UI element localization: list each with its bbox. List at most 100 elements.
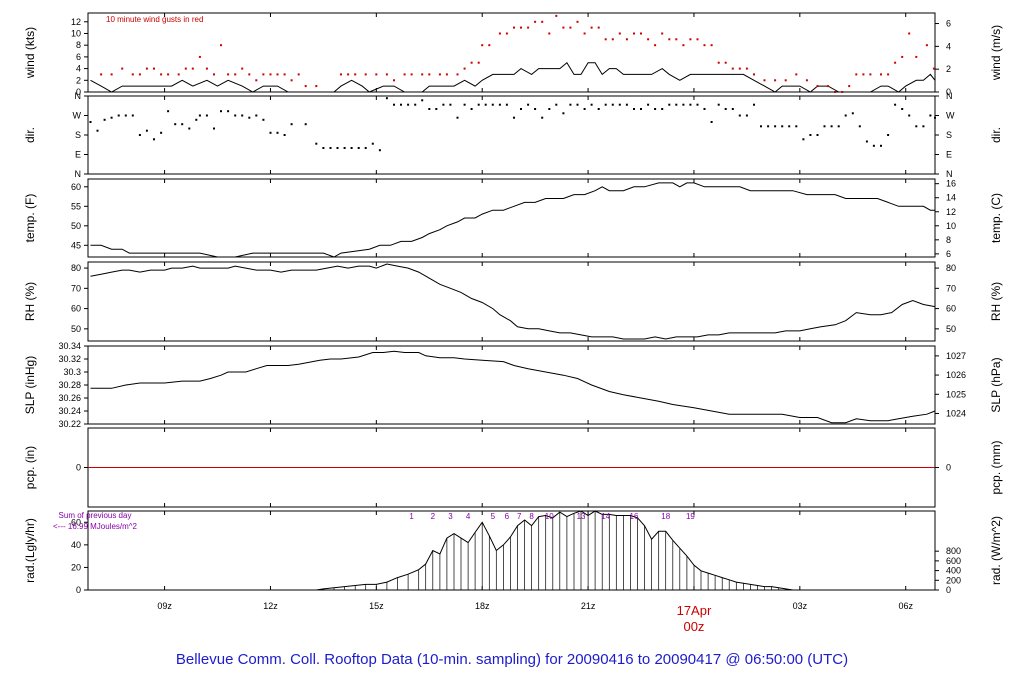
dir-data-point [241, 114, 244, 117]
dir-data-point [872, 144, 875, 147]
dir-data-point [283, 134, 286, 136]
slp-ylabel-right: SLP (hPa) [989, 357, 1003, 412]
wind-right-tick-label: 2 [946, 64, 951, 74]
dir-data-point [576, 103, 579, 106]
wind-data-point [640, 32, 642, 35]
dir-data-point [269, 131, 272, 134]
rad-right-tick-label: 400 [946, 566, 961, 576]
wind-data-point [481, 44, 484, 47]
temp-left-tick-label: 50 [71, 221, 81, 231]
wind-data-point [908, 32, 911, 35]
dir-data-point [442, 103, 445, 106]
dir-data-point [548, 108, 551, 110]
wind-data-point [576, 20, 579, 23]
wind-data-point [385, 73, 388, 76]
wind-data-point [498, 32, 501, 35]
wind-data-point [668, 38, 671, 41]
dir-right-tick-label: W [946, 111, 955, 121]
time-tick-label: 18z [475, 601, 490, 611]
dir-data-point [894, 103, 897, 106]
dir-data-point [205, 114, 208, 117]
dir-data-point [534, 108, 537, 110]
wind-data-point [421, 73, 424, 76]
dir-data-point [583, 108, 586, 110]
rad-panel-frame [87, 510, 936, 591]
dir-data-point [738, 114, 741, 117]
dir-ylabel-right: dir. [989, 127, 1003, 143]
rh-ylabel-right: RH (%) [989, 282, 1003, 321]
wind-annotation: 10 minute wind gusts in red [106, 15, 203, 24]
pcp-right-tick-label: 0 [946, 463, 951, 473]
wind-data-point [932, 67, 935, 70]
dir-data-point [823, 125, 826, 128]
dir-right-tick-label: E [946, 150, 952, 160]
slp-left-tick-label: 30.3 [63, 367, 81, 377]
wind-data-point [555, 14, 558, 17]
dir-data-point [745, 114, 748, 117]
wind-data-point [470, 61, 473, 64]
rad-hour-marker: 5 [491, 512, 496, 521]
rh-panel-frame [87, 261, 936, 342]
dir-data-point [160, 131, 163, 134]
temp-right-tick-label: 12 [946, 207, 956, 217]
wind-data-point [364, 73, 367, 76]
dir-panel-frame [87, 95, 936, 175]
rad-left-tick-label: 40 [71, 540, 81, 550]
dir-data-point [781, 125, 784, 128]
dir-data-point [304, 123, 307, 126]
dir-left-tick-label: E [75, 150, 81, 160]
wind-data-point [138, 73, 141, 76]
rad-left-tick-label: 0 [76, 585, 81, 595]
dir-data-point [138, 134, 141, 136]
pcp-ylabel-left: pcp. (in) [23, 446, 37, 489]
dir-data-point [491, 103, 494, 106]
dir-data-point [484, 103, 487, 106]
wind-data-point [100, 73, 103, 76]
rad-hour-marker: 7 [517, 512, 522, 521]
rh-left-tick-label: 50 [71, 324, 81, 334]
rad-annotation-1: Sum of previous day [59, 511, 132, 520]
dir-data-point [385, 97, 388, 100]
dir-data-point [844, 114, 847, 117]
wind-left-tick-label: 4 [76, 64, 81, 74]
wind-data-point [654, 44, 657, 47]
dir-data-point [717, 103, 720, 106]
slp-right-tick-label: 1026 [946, 370, 966, 380]
rad-left-tick-label: 60 [71, 517, 81, 527]
dir-data-point [505, 103, 508, 106]
dir-data-point [350, 147, 353, 149]
rad-left-tick-label: 20 [71, 562, 81, 572]
rad-hour-marker: 8 [529, 512, 534, 521]
dir-data-point [435, 108, 438, 110]
dir-left-tick-label: S [75, 130, 81, 140]
dir-data-point [255, 114, 258, 117]
wind-data-point [520, 26, 522, 29]
wind-data-point [689, 38, 692, 41]
dir-data-point [541, 116, 544, 119]
wind-data-point [717, 61, 720, 64]
dir-data-point [393, 103, 395, 106]
wind-data-point [862, 73, 865, 76]
wind-data-point [241, 67, 244, 70]
dir-data-point [830, 125, 833, 128]
rad-ylabel-right: rad. (W/m^2) [989, 516, 1003, 585]
wind-data-point [276, 73, 279, 76]
dir-data-point [96, 129, 99, 132]
dir-data-point [901, 108, 904, 110]
pcp-ylabel-right: pcp. (mm) [989, 440, 1003, 494]
wind-left-tick-label: 12 [71, 17, 81, 27]
wind-data-point [710, 44, 713, 47]
wind-data-point [110, 73, 113, 76]
wind-data-point [167, 73, 170, 76]
dir-data-point [753, 103, 755, 106]
wind-data-point [745, 67, 748, 70]
rad-envelope-line [316, 510, 793, 591]
wind-data-point [445, 73, 448, 76]
rad-hour-marker: 13 [577, 512, 586, 521]
slp-right-tick-label: 1027 [946, 351, 966, 361]
dir-data-point [774, 125, 777, 128]
wind-data-point [805, 79, 808, 82]
wind-data-point [184, 67, 187, 70]
wind-data-point [647, 38, 650, 41]
wind-data-point [227, 73, 230, 76]
